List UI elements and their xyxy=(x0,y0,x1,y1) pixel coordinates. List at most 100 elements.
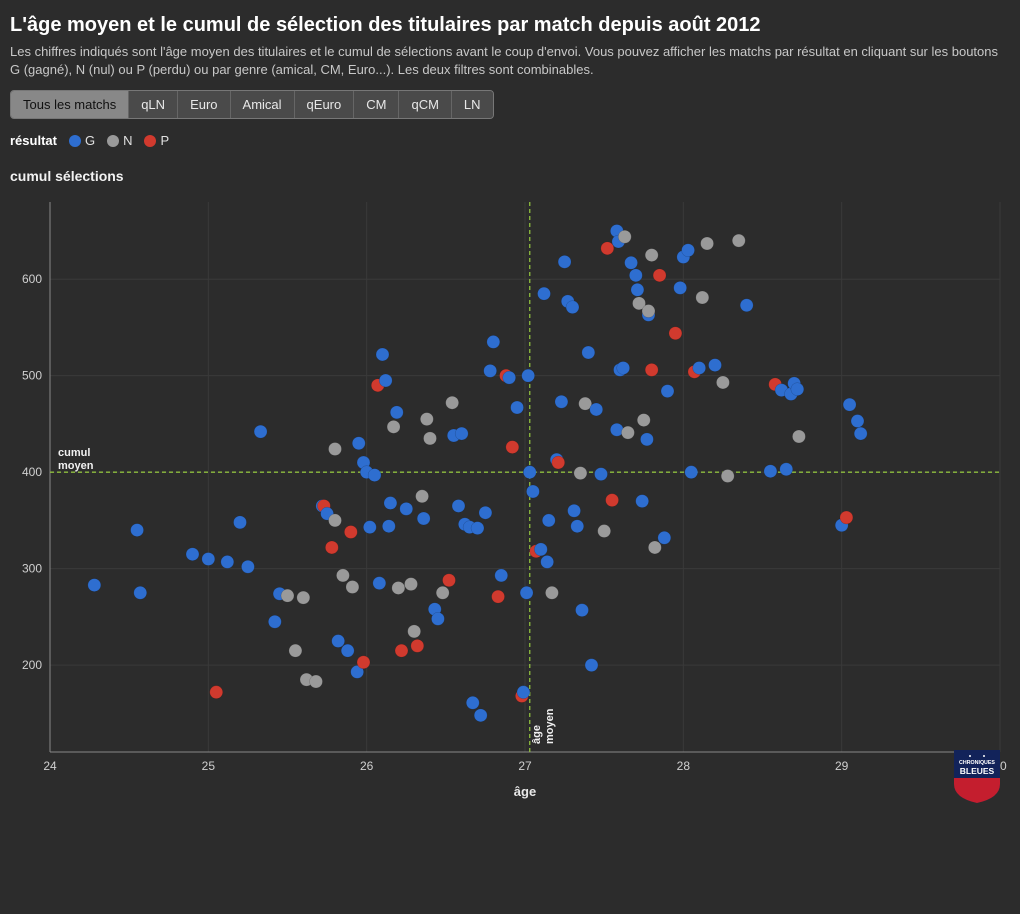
data-point[interactable] xyxy=(576,604,589,617)
data-point[interactable] xyxy=(645,363,658,376)
data-point[interactable] xyxy=(357,656,370,669)
data-point[interactable] xyxy=(740,299,753,312)
data-point[interactable] xyxy=(297,591,310,604)
data-point[interactable] xyxy=(791,383,804,396)
data-point[interactable] xyxy=(606,494,619,507)
data-point[interactable] xyxy=(289,644,302,657)
filter-btn-qln[interactable]: qLN xyxy=(129,91,178,118)
data-point[interactable] xyxy=(241,560,254,573)
data-point[interactable] xyxy=(332,635,345,648)
data-point[interactable] xyxy=(517,686,530,699)
data-point[interactable] xyxy=(329,514,342,527)
data-point[interactable] xyxy=(637,414,650,427)
data-point[interactable] xyxy=(538,287,551,300)
data-point[interactable] xyxy=(555,395,568,408)
data-point[interactable] xyxy=(709,359,722,372)
data-point[interactable] xyxy=(408,625,421,638)
data-point[interactable] xyxy=(368,469,381,482)
data-point[interactable] xyxy=(420,413,433,426)
data-point[interactable] xyxy=(443,574,456,587)
data-point[interactable] xyxy=(685,466,698,479)
filter-btn-cm[interactable]: CM xyxy=(354,91,399,118)
data-point[interactable] xyxy=(640,433,653,446)
data-point[interactable] xyxy=(522,369,535,382)
data-point[interactable] xyxy=(503,371,516,384)
data-point[interactable] xyxy=(568,504,581,517)
data-point[interactable] xyxy=(417,512,430,525)
data-point[interactable] xyxy=(392,582,405,595)
data-point[interactable] xyxy=(395,644,408,657)
data-point[interactable] xyxy=(523,466,536,479)
data-point[interactable] xyxy=(840,511,853,524)
data-point[interactable] xyxy=(642,305,655,318)
data-point[interactable] xyxy=(344,526,357,539)
data-point[interactable] xyxy=(268,615,281,628)
data-point[interactable] xyxy=(506,441,519,454)
data-point[interactable] xyxy=(574,467,587,480)
data-point[interactable] xyxy=(131,524,144,537)
data-point[interactable] xyxy=(363,521,376,534)
data-point[interactable] xyxy=(621,426,634,439)
filter-btn-ln[interactable]: LN xyxy=(452,91,493,118)
data-point[interactable] xyxy=(595,468,608,481)
data-point[interactable] xyxy=(336,569,349,582)
data-point[interactable] xyxy=(682,244,695,257)
data-point[interactable] xyxy=(601,242,614,255)
data-point[interactable] xyxy=(416,490,429,503)
data-point[interactable] xyxy=(446,396,459,409)
data-point[interactable] xyxy=(511,401,524,414)
data-point[interactable] xyxy=(542,514,555,527)
data-point[interactable] xyxy=(186,548,199,561)
data-point[interactable] xyxy=(648,541,661,554)
data-point[interactable] xyxy=(495,569,508,582)
data-point[interactable] xyxy=(631,283,644,296)
data-point[interactable] xyxy=(617,362,630,375)
data-point[interactable] xyxy=(234,516,247,529)
data-point[interactable] xyxy=(329,443,342,456)
filter-btn-qeuro[interactable]: qEuro xyxy=(295,91,355,118)
data-point[interactable] xyxy=(487,336,500,349)
data-point[interactable] xyxy=(585,659,598,672)
data-point[interactable] xyxy=(792,430,805,443)
filter-btn-euro[interactable]: Euro xyxy=(178,91,230,118)
data-point[interactable] xyxy=(400,502,413,515)
data-point[interactable] xyxy=(202,553,215,566)
data-point[interactable] xyxy=(552,456,565,469)
data-point[interactable] xyxy=(341,644,354,657)
legend-item-g[interactable]: G xyxy=(69,133,95,148)
data-point[interactable] xyxy=(281,589,294,602)
data-point[interactable] xyxy=(352,437,365,450)
data-point[interactable] xyxy=(696,291,709,304)
filter-btn-qcm[interactable]: qCM xyxy=(399,91,451,118)
filter-btn-amical[interactable]: Amical xyxy=(231,91,295,118)
data-point[interactable] xyxy=(221,556,234,569)
data-point[interactable] xyxy=(636,495,649,508)
data-point[interactable] xyxy=(566,301,579,314)
data-point[interactable] xyxy=(590,403,603,416)
filter-btn-tous-les-matchs[interactable]: Tous les matchs xyxy=(11,91,129,118)
data-point[interactable] xyxy=(571,520,584,533)
data-point[interactable] xyxy=(254,425,267,438)
data-point[interactable] xyxy=(661,385,674,398)
data-point[interactable] xyxy=(424,432,437,445)
data-point[interactable] xyxy=(701,237,714,250)
data-point[interactable] xyxy=(674,281,687,294)
data-point[interactable] xyxy=(669,327,682,340)
data-point[interactable] xyxy=(373,577,386,590)
data-point[interactable] xyxy=(732,234,745,247)
data-point[interactable] xyxy=(325,541,338,554)
data-point[interactable] xyxy=(534,543,547,556)
data-point[interactable] xyxy=(492,590,505,603)
data-point[interactable] xyxy=(764,465,777,478)
data-point[interactable] xyxy=(545,586,558,599)
data-point[interactable] xyxy=(431,612,444,625)
data-point[interactable] xyxy=(582,346,595,359)
data-point[interactable] xyxy=(382,520,395,533)
data-point[interactable] xyxy=(466,696,479,709)
data-point[interactable] xyxy=(629,269,642,282)
data-point[interactable] xyxy=(436,586,449,599)
data-point[interactable] xyxy=(645,249,658,262)
data-point[interactable] xyxy=(520,586,533,599)
data-point[interactable] xyxy=(854,427,867,440)
data-point[interactable] xyxy=(851,415,864,428)
